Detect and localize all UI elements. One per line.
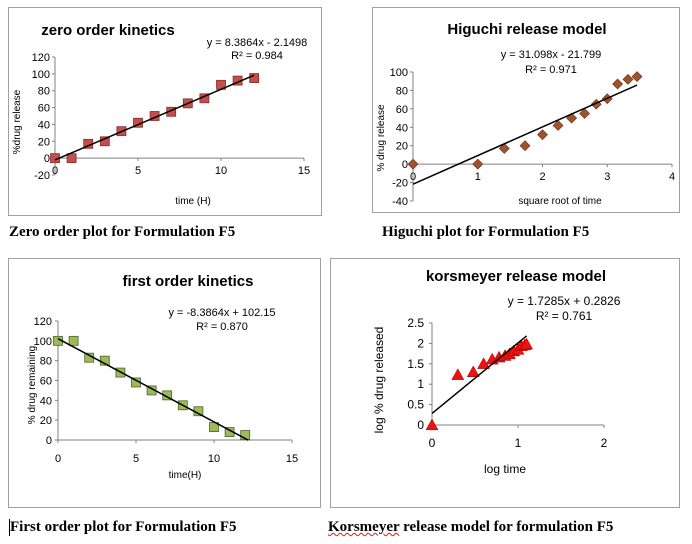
higuchi-data-point xyxy=(519,140,531,152)
higuchi-y-tick-label: -40 xyxy=(392,196,408,208)
higuchi-caption: Higuchi plot for Formulation F5 xyxy=(382,224,590,240)
first-trendline xyxy=(57,338,249,441)
zero-trend-equation: y = 8.3864x - 2.1498 xyxy=(207,37,308,49)
first-x-axis-label: time(H) xyxy=(169,470,202,481)
kors-data-point xyxy=(425,418,439,431)
zero-data-point xyxy=(249,73,260,83)
higuchi-chart-panel xyxy=(372,7,680,213)
korsmeyer-caption-rest: release model for formulation F5 xyxy=(399,519,614,535)
zero-chart-title: zero order kinetics xyxy=(41,22,174,39)
first-y-tick-label: 0 xyxy=(46,435,52,447)
kors-x-tick-label: 2 xyxy=(601,436,608,450)
higuchi-y-tick-label: 80 xyxy=(396,85,408,97)
zero-y-axis-label: %drug release xyxy=(12,89,23,154)
first-y-tick-label: 60 xyxy=(40,376,52,388)
kors-y-tick-label: 0.5 xyxy=(407,398,424,412)
first-x-tick-label: 15 xyxy=(286,453,298,465)
first-y-tick-label: 120 xyxy=(34,316,52,328)
higuchi-trendline xyxy=(412,84,638,185)
zero-y-tick-label: -20 xyxy=(34,170,50,182)
kors-y-axis-label: log % drug released xyxy=(372,327,386,434)
zero-r-squared: R² = 0.984 xyxy=(231,50,283,62)
zero-y-tick-label: 120 xyxy=(32,52,50,64)
zero-order-caption: Zero order plot for Formulation F5 xyxy=(9,224,236,240)
first-r-squared: R² = 0.870 xyxy=(196,321,248,333)
higuchi-data-point xyxy=(631,71,643,83)
zero-y-tick-label: 100 xyxy=(32,69,50,81)
kors-data-point xyxy=(520,337,534,350)
zero-x-axis-label: time (H) xyxy=(175,196,211,207)
first-data-point xyxy=(162,390,173,401)
kors-y-tick-label: 0 xyxy=(417,418,424,432)
korsmeyer-caption: Korsmeyer release model for formulation … xyxy=(328,519,613,536)
zero-order-chart-panel xyxy=(8,7,322,216)
higuchi-x-tick-label: 3 xyxy=(604,171,610,183)
higuchi-y-tick-label: 20 xyxy=(396,141,408,153)
kors-x-tick-label: 1 xyxy=(515,436,522,450)
first-trend-equation: y = -8.3864x + 102.15 xyxy=(168,307,275,319)
kors-trendline xyxy=(431,335,528,415)
zero-y-tick-label: 20 xyxy=(38,136,50,148)
higuchi-data-point xyxy=(537,129,548,141)
first-y-tick-label: 100 xyxy=(34,336,52,348)
first-chart-title: first order kinetics xyxy=(123,273,254,290)
zero-x-tick-label: 10 xyxy=(215,165,227,177)
higuchi-x-tick-label: 0 xyxy=(410,171,416,183)
higuchi-data-point xyxy=(579,108,591,119)
kors-x-tick-label: 0 xyxy=(429,436,436,450)
first-order-chart-panel xyxy=(8,258,321,508)
zero-y-tick-label: 60 xyxy=(38,103,50,115)
zero-x-tick-label: 15 xyxy=(298,165,310,177)
higuchi-data-point xyxy=(472,158,484,170)
higuchi-data-point xyxy=(622,73,634,85)
first-data-point xyxy=(68,335,79,346)
zero-y-tick-label: 40 xyxy=(38,119,50,131)
zero-x-tick-label: 5 xyxy=(135,165,141,177)
higuchi-data-point xyxy=(498,143,510,154)
higuchi-r-squared: R² = 0.971 xyxy=(525,64,577,76)
higuchi-y-axis-label: % drug release xyxy=(376,104,387,172)
zero-y-tick-label: 80 xyxy=(38,86,50,98)
higuchi-x-axis-label: square root of time xyxy=(518,196,602,207)
korsmeyer-chart-panel xyxy=(330,258,680,508)
higuchi-x-tick-label: 1 xyxy=(475,171,481,183)
kors-y-tick-label: 1 xyxy=(417,377,424,391)
kors-data-point xyxy=(451,368,465,380)
higuchi-chart-title: Higuchi release model xyxy=(447,21,606,38)
higuchi-x-tick-label: 4 xyxy=(669,171,675,183)
higuchi-data-point xyxy=(552,120,564,131)
first-y-tick-label: 20 xyxy=(40,415,52,427)
first-data-point xyxy=(240,430,251,440)
kors-x-axis-label: log time xyxy=(484,462,526,476)
first-x-tick-label: 0 xyxy=(55,453,61,465)
higuchi-y-tick-label: 40 xyxy=(396,122,408,134)
first-y-axis-label: % drug remaining xyxy=(27,346,38,424)
higuchi-y-tick-label: -20 xyxy=(392,178,408,190)
kors-chart-title: korsmeyer release model xyxy=(426,268,606,285)
zero-y-tick-label: 0 xyxy=(44,153,50,165)
higuchi-data-point xyxy=(407,158,419,170)
higuchi-y-tick-label: 60 xyxy=(396,104,408,116)
higuchi-y-tick-label: 0 xyxy=(402,159,408,171)
zero-trendline xyxy=(54,74,255,161)
first-x-tick-label: 10 xyxy=(208,453,220,465)
higuchi-y-tick-label: 100 xyxy=(390,67,408,79)
first-x-tick-label: 5 xyxy=(133,453,139,465)
higuchi-data-point xyxy=(612,78,624,90)
zero-x-tick-label: 0 xyxy=(52,165,58,177)
kors-y-tick-label: 2 xyxy=(417,336,424,350)
kors-trend-equation: y = 1.7285x + 0.2826 xyxy=(508,294,621,308)
higuchi-x-tick-label: 2 xyxy=(539,171,545,183)
higuchi-trend-equation: y = 31.098x - 21.799 xyxy=(501,49,602,61)
first-order-caption: First order plot for Formulation F5 xyxy=(9,519,237,536)
first-y-tick-label: 40 xyxy=(40,395,52,407)
kors-r-squared: R² = 0.761 xyxy=(536,309,593,323)
korsmeyer-caption-word: Korsmeyer xyxy=(328,519,400,535)
kors-data-point xyxy=(466,365,480,378)
kors-y-tick-label: 1.5 xyxy=(407,357,424,371)
kors-y-tick-label: 2.5 xyxy=(407,316,424,330)
first-y-tick-label: 80 xyxy=(40,356,52,368)
